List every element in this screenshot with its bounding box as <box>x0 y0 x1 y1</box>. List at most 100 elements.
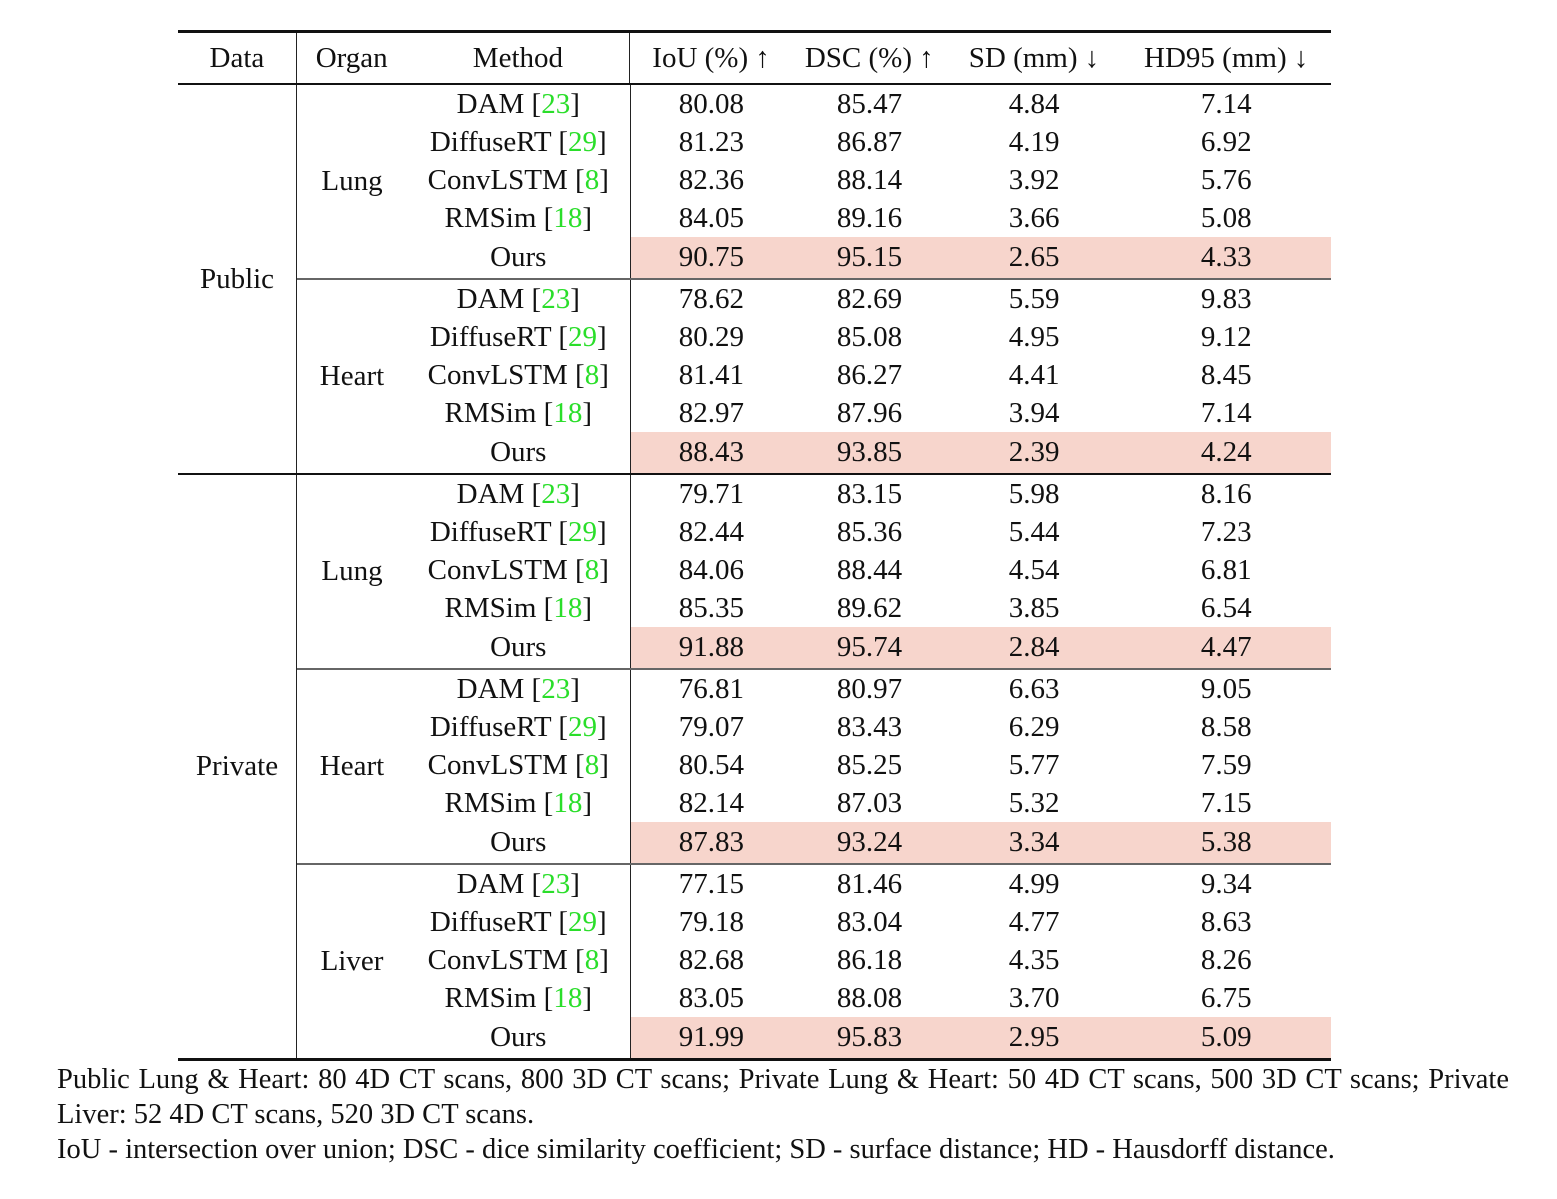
hd95-value: 5.38 <box>1121 822 1332 863</box>
hd95-value: 7.15 <box>1200 786 1252 819</box>
sd-value: 4.35 <box>1008 943 1060 976</box>
dsc-value: 80.97 <box>836 672 903 705</box>
dsc-value: 85.25 <box>836 748 903 781</box>
method-cell: RMSim [18] <box>407 199 631 237</box>
citation-ref: 29 <box>568 125 597 158</box>
dsc-value: 89.16 <box>836 201 903 234</box>
dsc-value: 86.18 <box>836 943 903 976</box>
organ-group-liver: Liver DAM [23] 77.15 81.46 4.99 9.34 DiffuseRT… <box>297 863 1332 1058</box>
dsc-value: 95.15 <box>792 237 947 278</box>
sd-value: 2.95 <box>946 1017 1122 1058</box>
sd-value: 6.63 <box>1008 672 1060 705</box>
hd95-value: 9.12 <box>1200 320 1252 353</box>
sd-value: 4.99 <box>1008 867 1060 900</box>
method-cell: DAM [23] <box>407 85 631 123</box>
sd-value: 3.92 <box>1008 163 1060 196</box>
column-header-dsc: DSC (%) ↑ <box>804 41 934 74</box>
table-row: ConvLSTM [8] 84.06 88.44 4.54 6.81 <box>407 551 1331 589</box>
iou-value: 77.15 <box>678 867 744 900</box>
table-row: Ours 91.88 95.74 2.84 4.47 <box>407 627 1332 668</box>
citation-ref: 29 <box>568 710 597 743</box>
hd95-value: 8.58 <box>1200 710 1252 743</box>
organ-label: Lung <box>321 555 383 587</box>
table-row: DiffuseRT [29] 80.29 85.08 4.95 9.12 <box>407 318 1331 356</box>
iou-value: 79.07 <box>678 710 744 743</box>
organ-label: Heart <box>319 360 385 392</box>
method-cell: DAM [23] <box>407 280 631 318</box>
dsc-value: 86.27 <box>836 358 903 391</box>
table-row: Ours 88.43 93.85 2.39 4.24 <box>407 432 1332 473</box>
hd95-value: 6.54 <box>1200 591 1252 624</box>
method-cell: ConvLSTM [8] <box>407 551 631 589</box>
hd95-value: 9.83 <box>1200 282 1252 315</box>
dsc-value: 82.69 <box>836 282 903 315</box>
table-row: RMSim [18] 82.97 87.96 3.94 7.14 <box>407 394 1331 432</box>
data-group-label: Public <box>178 85 297 473</box>
table-row: ConvLSTM [8] 80.54 85.25 5.77 7.59 <box>407 746 1331 784</box>
iou-value: 84.05 <box>678 201 744 234</box>
table-row: DiffuseRT [29] 81.23 86.87 4.19 6.92 <box>407 123 1331 161</box>
citation-ref: 23 <box>541 867 571 900</box>
hd95-value: 7.59 <box>1200 748 1252 781</box>
dsc-value: 93.85 <box>792 432 947 473</box>
method-cell: DiffuseRT [29] <box>407 318 631 356</box>
iou-value: 91.88 <box>630 627 793 668</box>
hd95-value: 7.14 <box>1200 396 1252 429</box>
sd-value: 2.39 <box>946 432 1122 473</box>
sd-value: 5.98 <box>1008 477 1060 510</box>
method-cell: ConvLSTM [8] <box>407 941 631 979</box>
hd95-value: 4.47 <box>1121 627 1332 668</box>
organ-label: Heart <box>319 750 385 782</box>
iou-value: 82.44 <box>678 515 744 548</box>
method-cell: RMSim [18] <box>407 979 631 1017</box>
section-body: Lung DAM [23] 79.71 83.15 5.98 8.16 DiffuseRT … <box>297 475 1332 1058</box>
table-row: RMSim [18] 85.35 89.62 3.85 6.54 <box>407 589 1331 627</box>
hd95-value: 9.05 <box>1200 672 1252 705</box>
organ-group-heart: Heart DAM [23] 76.81 80.97 6.63 9.05 DiffuseRT… <box>297 668 1332 863</box>
dsc-value: 87.03 <box>836 786 903 819</box>
iou-value: 90.75 <box>630 237 793 278</box>
method-cell: ConvLSTM [8] <box>407 356 631 394</box>
citation-ref: 29 <box>568 905 597 938</box>
iou-value: 82.14 <box>678 786 744 819</box>
method-cell: Ours <box>407 432 631 473</box>
sd-value: 5.44 <box>1008 515 1060 548</box>
dsc-value: 88.44 <box>836 553 903 586</box>
citation-ref: 8 <box>584 553 600 586</box>
table-row: DiffuseRT [29] 79.18 83.04 4.77 8.63 <box>407 903 1331 941</box>
iou-value: 79.18 <box>678 905 744 938</box>
column-header-method: Method <box>407 33 631 83</box>
iou-value: 87.83 <box>630 822 793 863</box>
dsc-value: 93.24 <box>792 822 947 863</box>
method-cell: Ours <box>407 822 631 863</box>
data-group-label: Private <box>178 475 297 1058</box>
iou-value: 88.43 <box>630 432 793 473</box>
iou-value: 79.71 <box>678 477 744 510</box>
sd-value: 5.32 <box>1008 786 1060 819</box>
table-row: DAM [23] 77.15 81.46 4.99 9.34 <box>407 865 1331 903</box>
iou-value: 85.35 <box>678 591 744 624</box>
hd95-value: 6.81 <box>1200 553 1252 586</box>
hd95-value: 7.14 <box>1200 87 1252 120</box>
table-footnotes: Public Lung & Heart: 80 4D CT scans, 800… <box>57 1062 1509 1167</box>
sd-value: 3.94 <box>1008 396 1060 429</box>
hd95-value: 6.92 <box>1200 125 1252 158</box>
dsc-value: 95.74 <box>792 627 947 668</box>
organ-label: Lung <box>321 165 383 197</box>
dsc-value: 88.08 <box>836 981 903 1014</box>
column-header-organ: Organ <box>315 41 388 74</box>
dsc-value: 95.83 <box>792 1017 947 1058</box>
method-cell: Ours <box>407 1017 631 1058</box>
table-row: DAM [23] 80.08 85.47 4.84 7.14 <box>407 85 1331 123</box>
iou-value: 80.54 <box>678 748 744 781</box>
hd95-value: 4.24 <box>1121 432 1332 473</box>
hd95-value: 8.16 <box>1200 477 1252 510</box>
dsc-value: 85.08 <box>836 320 903 353</box>
citation-ref: 8 <box>584 748 600 781</box>
hd95-value: 8.63 <box>1200 905 1252 938</box>
method-cell: Ours <box>407 237 631 278</box>
rows: DAM [23] 79.71 83.15 5.98 8.16 DiffuseRT [29]… <box>407 475 1332 668</box>
hd95-value: 5.09 <box>1121 1017 1332 1058</box>
dsc-value: 81.46 <box>836 867 903 900</box>
table-row: Ours 90.75 95.15 2.65 4.33 <box>407 237 1332 278</box>
